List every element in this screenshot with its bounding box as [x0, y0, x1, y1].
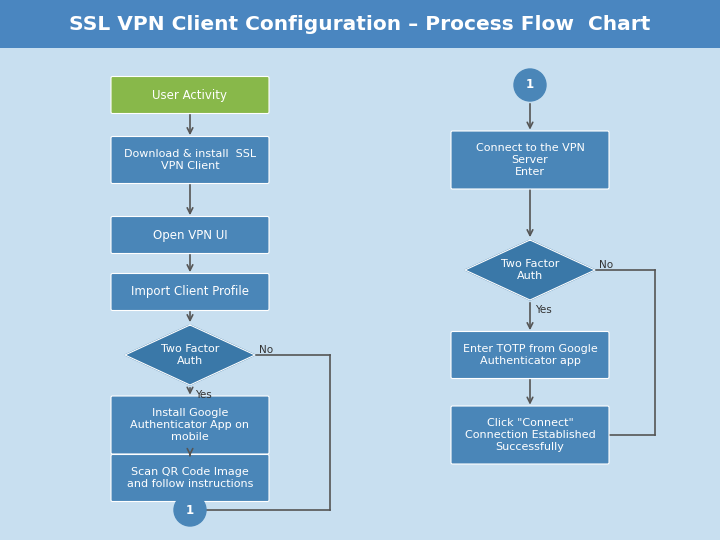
Text: Yes: Yes: [195, 390, 212, 400]
FancyBboxPatch shape: [111, 455, 269, 502]
Text: Install Google
Authenticator App on
mobile: Install Google Authenticator App on mobi…: [130, 408, 250, 442]
Polygon shape: [125, 325, 255, 385]
FancyBboxPatch shape: [111, 217, 269, 253]
FancyBboxPatch shape: [451, 406, 609, 464]
Polygon shape: [465, 240, 595, 300]
Text: Download & install  SSL
VPN Client: Download & install SSL VPN Client: [124, 149, 256, 171]
Text: Scan QR Code Image
and follow instructions: Scan QR Code Image and follow instructio…: [127, 467, 253, 489]
Text: Import Client Profile: Import Client Profile: [131, 286, 249, 299]
FancyBboxPatch shape: [451, 131, 609, 189]
Text: Open VPN UI: Open VPN UI: [153, 228, 228, 241]
FancyBboxPatch shape: [111, 77, 269, 113]
Text: Two Factor
Auth: Two Factor Auth: [501, 259, 559, 281]
FancyBboxPatch shape: [451, 332, 609, 379]
Text: Enter TOTP from Google
Authenticator app: Enter TOTP from Google Authenticator app: [463, 344, 598, 366]
FancyBboxPatch shape: [0, 0, 720, 48]
Text: 1: 1: [526, 78, 534, 91]
FancyBboxPatch shape: [111, 396, 269, 454]
FancyBboxPatch shape: [111, 273, 269, 310]
Text: User Activity: User Activity: [153, 89, 228, 102]
Circle shape: [174, 494, 206, 526]
Text: Click "Connect"
Connection Established
Successfully: Click "Connect" Connection Established S…: [464, 418, 595, 451]
Circle shape: [514, 69, 546, 101]
Text: Yes: Yes: [535, 305, 552, 315]
FancyBboxPatch shape: [111, 137, 269, 184]
Text: Connect to the VPN
Server
Enter: Connect to the VPN Server Enter: [476, 144, 585, 177]
Text: SSL VPN Client Configuration – Process Flow  Chart: SSL VPN Client Configuration – Process F…: [69, 15, 651, 33]
Text: 1: 1: [186, 503, 194, 516]
Text: No: No: [599, 260, 613, 270]
Text: No: No: [259, 345, 273, 355]
Text: Two Factor
Auth: Two Factor Auth: [161, 344, 219, 366]
